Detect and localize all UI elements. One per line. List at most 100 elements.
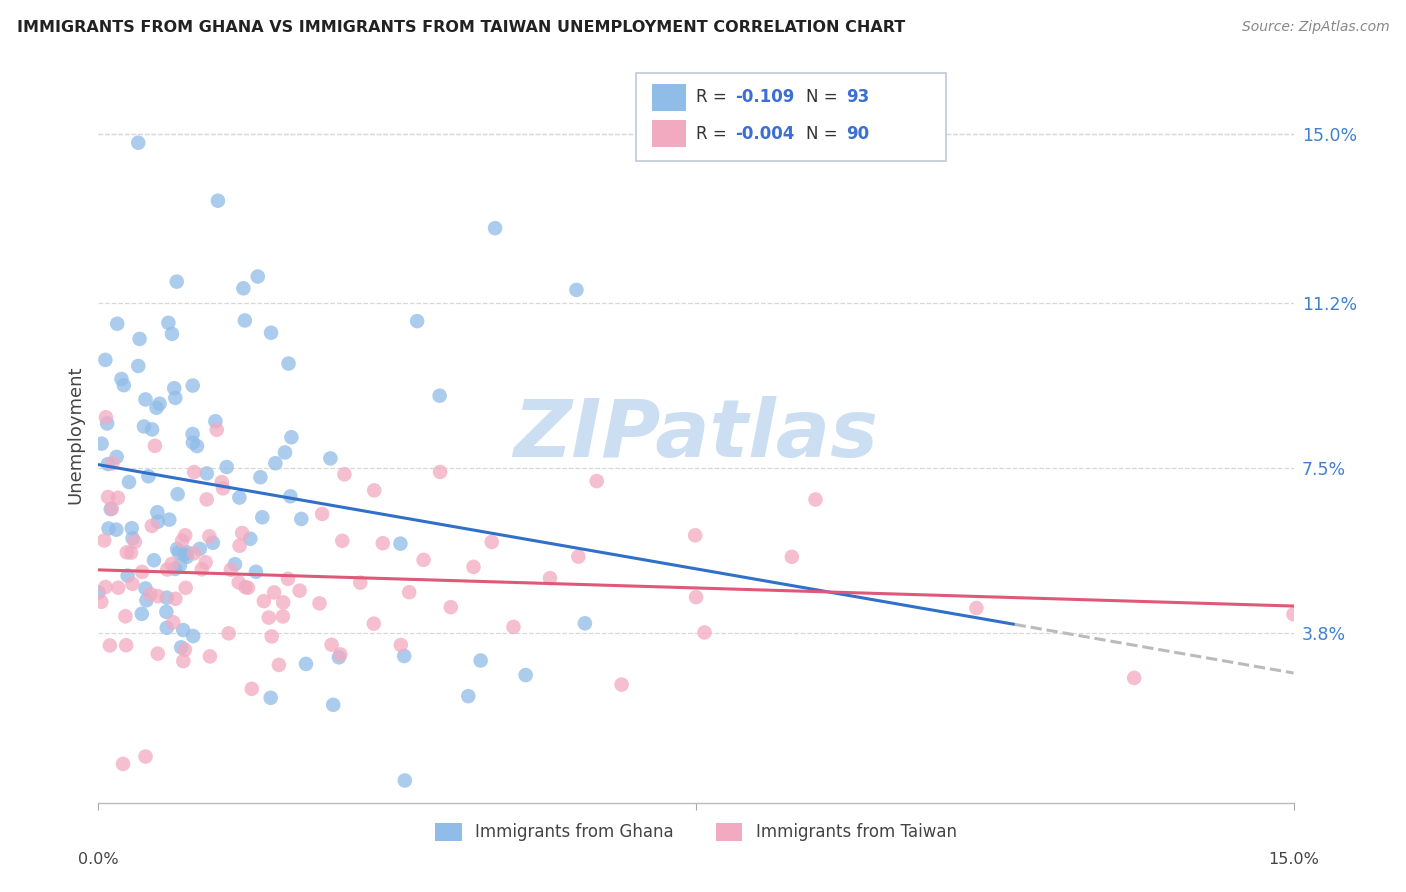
Point bbox=[194, 555, 217, 569]
Point bbox=[134, 392, 156, 407]
Point bbox=[328, 650, 350, 665]
Point bbox=[228, 491, 250, 505]
Point bbox=[274, 445, 297, 459]
Point bbox=[110, 372, 132, 386]
Point bbox=[117, 568, 139, 582]
Point bbox=[167, 545, 190, 559]
Point bbox=[212, 481, 235, 495]
Y-axis label: Unemployment: Unemployment bbox=[66, 366, 84, 504]
Point bbox=[138, 469, 160, 483]
Point bbox=[146, 505, 169, 519]
Point bbox=[181, 629, 204, 643]
Point bbox=[146, 589, 169, 603]
Text: 0.0%: 0.0% bbox=[79, 852, 118, 867]
Point bbox=[120, 546, 142, 560]
Point bbox=[173, 548, 195, 562]
Point bbox=[236, 581, 259, 595]
Point bbox=[363, 616, 385, 631]
Point bbox=[240, 681, 263, 696]
Point bbox=[538, 571, 561, 585]
Point bbox=[156, 563, 179, 577]
Point bbox=[174, 528, 197, 542]
Text: 93: 93 bbox=[846, 88, 870, 106]
Point bbox=[146, 647, 169, 661]
Point bbox=[166, 275, 188, 289]
Point bbox=[160, 557, 183, 571]
Point bbox=[804, 492, 827, 507]
Point bbox=[156, 621, 179, 635]
Point bbox=[246, 269, 269, 284]
Point bbox=[121, 531, 143, 545]
Point bbox=[398, 585, 420, 599]
Point bbox=[211, 475, 233, 489]
Point bbox=[429, 389, 451, 403]
Point bbox=[565, 283, 588, 297]
Point bbox=[165, 562, 187, 576]
Point bbox=[219, 563, 242, 577]
Point bbox=[111, 756, 134, 771]
Point bbox=[155, 605, 177, 619]
Point bbox=[333, 467, 356, 482]
Point bbox=[128, 332, 150, 346]
Point bbox=[330, 533, 353, 548]
Point bbox=[97, 490, 120, 504]
Text: -0.004: -0.004 bbox=[735, 125, 794, 143]
Point bbox=[457, 689, 479, 703]
Point bbox=[470, 653, 492, 667]
Point bbox=[157, 513, 180, 527]
Point bbox=[205, 423, 228, 437]
Point bbox=[233, 313, 256, 327]
Point bbox=[176, 545, 198, 559]
Point bbox=[115, 638, 138, 652]
Point bbox=[127, 136, 149, 150]
Point bbox=[186, 439, 208, 453]
Point bbox=[515, 668, 537, 682]
Point bbox=[363, 483, 385, 498]
Point bbox=[295, 657, 318, 671]
Point bbox=[463, 560, 485, 574]
Point bbox=[685, 590, 707, 604]
Point bbox=[610, 677, 633, 691]
Point bbox=[195, 467, 218, 481]
Point bbox=[201, 535, 224, 549]
Point bbox=[94, 580, 117, 594]
Point bbox=[118, 475, 141, 489]
Point bbox=[311, 507, 333, 521]
Point bbox=[319, 451, 342, 466]
Point bbox=[253, 594, 276, 608]
Point bbox=[371, 536, 394, 550]
Point bbox=[96, 417, 118, 431]
Point bbox=[165, 391, 187, 405]
Point bbox=[271, 595, 294, 609]
Point bbox=[484, 221, 506, 235]
Point bbox=[160, 326, 183, 341]
Point bbox=[94, 352, 117, 367]
Text: Source: ZipAtlas.com: Source: ZipAtlas.com bbox=[1241, 20, 1389, 34]
Point bbox=[1123, 671, 1146, 685]
Point bbox=[567, 549, 589, 564]
Point bbox=[107, 491, 129, 505]
Text: 15.0%: 15.0% bbox=[1268, 852, 1319, 867]
Point bbox=[157, 316, 180, 330]
Point bbox=[100, 502, 122, 516]
Point bbox=[183, 465, 205, 479]
Point bbox=[277, 357, 299, 371]
Point bbox=[132, 419, 155, 434]
Text: R =: R = bbox=[696, 125, 733, 143]
Point bbox=[321, 638, 343, 652]
Point bbox=[163, 381, 186, 395]
Point bbox=[183, 546, 205, 560]
Point bbox=[169, 558, 191, 573]
Point bbox=[94, 410, 117, 425]
Point bbox=[235, 580, 257, 594]
Point bbox=[162, 615, 184, 630]
Point bbox=[280, 489, 302, 503]
Point bbox=[224, 558, 246, 572]
Point bbox=[207, 194, 229, 208]
Point bbox=[174, 642, 197, 657]
Point bbox=[134, 582, 156, 596]
Point bbox=[288, 583, 311, 598]
Point bbox=[322, 698, 344, 712]
Point bbox=[101, 457, 124, 471]
Point bbox=[142, 553, 165, 567]
